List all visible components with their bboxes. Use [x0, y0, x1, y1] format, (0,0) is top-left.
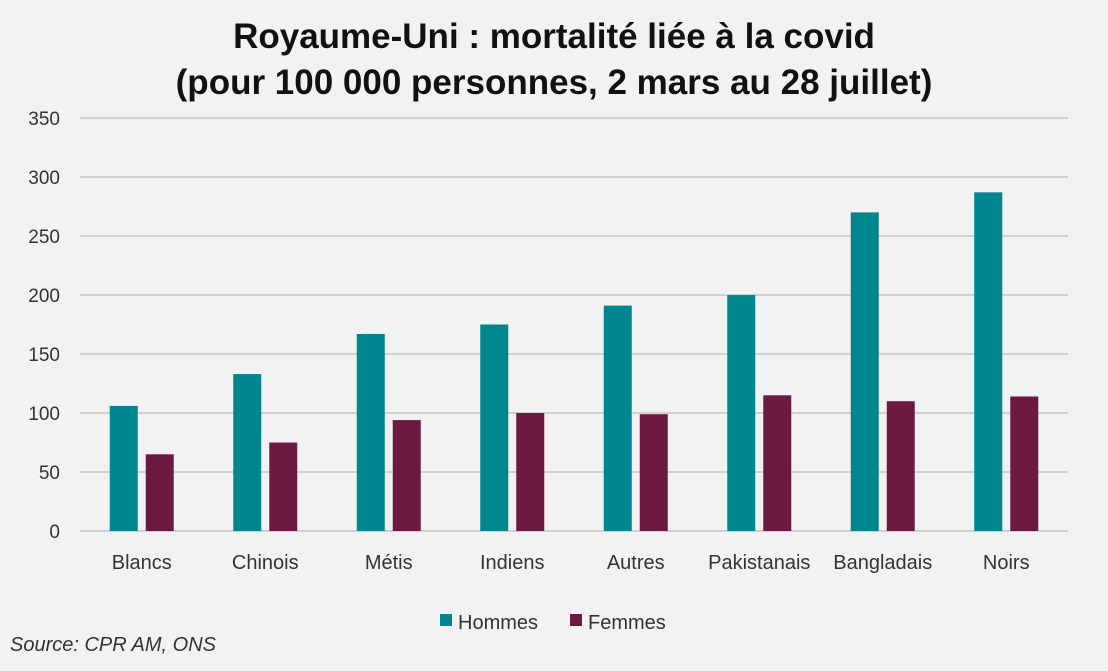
bar-femmes: [392, 420, 421, 531]
bar-femmes: [763, 395, 792, 531]
bar-femmes: [1010, 396, 1039, 531]
y-tick-label: 350: [28, 109, 60, 130]
legend-label: Hommes: [458, 612, 538, 634]
legend-swatch: [570, 614, 582, 626]
chart-title-block: Royaume-Uni : mortalité liée à la covid …: [0, 14, 1108, 106]
bar-femmes: [516, 413, 545, 531]
chart-title: Royaume-Uni : mortalité liée à la covid: [233, 17, 875, 56]
y-tick-label: 50: [39, 463, 60, 484]
x-category-label: Noirs: [983, 552, 1030, 574]
bar-hommes: [109, 405, 138, 531]
x-category-label: Blancs: [112, 552, 172, 574]
legend-swatch: [440, 614, 452, 626]
bar-hommes: [603, 305, 632, 531]
y-tick-label: 150: [28, 345, 60, 366]
x-category-label: Chinois: [232, 552, 299, 574]
y-tick-label: 200: [28, 286, 60, 307]
bar-hommes: [356, 333, 385, 531]
bar-hommes: [480, 324, 509, 531]
y-tick-label: 300: [28, 168, 60, 189]
bar-hommes: [850, 212, 879, 531]
x-category-label: Métis: [365, 552, 413, 574]
source-note: Source: CPR AM, ONS: [10, 634, 216, 656]
bar-femmes: [269, 442, 298, 531]
y-tick-label: 100: [28, 404, 60, 425]
x-category-label: Bangladais: [833, 552, 932, 574]
bar-hommes: [727, 295, 756, 531]
bar-femmes: [886, 401, 915, 531]
bar-hommes: [974, 192, 1003, 531]
legend-label: Femmes: [588, 612, 666, 634]
bar-femmes: [639, 414, 668, 531]
y-tick-label: 250: [28, 227, 60, 248]
chart-subtitle: (pour 100 000 personnes, 2 mars au 28 ju…: [175, 63, 933, 102]
x-category-label: Pakistanais: [708, 552, 810, 574]
y-tick-label: 0: [49, 522, 60, 543]
bar-femmes: [145, 454, 174, 531]
x-category-label: Indiens: [480, 552, 545, 574]
x-category-label: Autres: [607, 552, 665, 574]
bar-hommes: [233, 374, 262, 531]
